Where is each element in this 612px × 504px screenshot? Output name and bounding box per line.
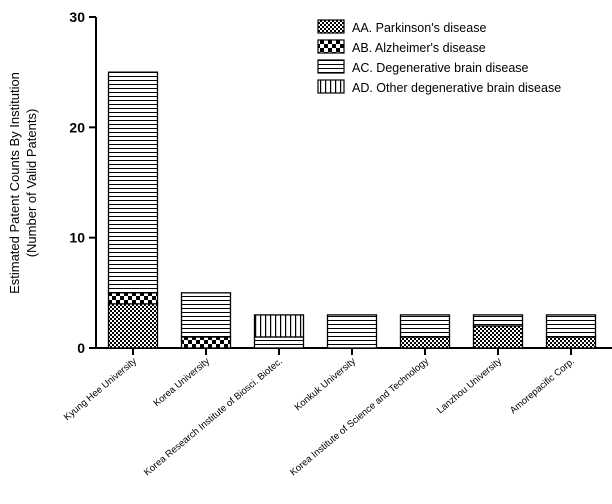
x-tick-label: Korea Research Institute of Biosci. Biot… (142, 356, 285, 478)
x-ticks: Kyung Hee University Korea UniversityKore… (62, 348, 577, 478)
legend: AA. Parkinson's disease AB. Alzheimer's d… (317, 19, 561, 95)
y-tick-label: 20 (69, 119, 85, 135)
bar-segment (180, 292, 232, 338)
legend-swatch (317, 19, 345, 34)
legend-item: AB. Alzheimer's disease (317, 39, 486, 55)
legend-label: AD. Other degenerative brain disease (352, 81, 561, 95)
bar-segment (545, 336, 597, 349)
bar-stack (326, 314, 378, 349)
bar-segment (253, 314, 305, 338)
legend-swatch (317, 59, 345, 74)
bar-segment (107, 71, 159, 294)
x-tick-label: Kyung Hee University (62, 356, 139, 423)
x-tick-label: Korea Institute of Science and Technolog… (288, 356, 431, 479)
bar-segment (253, 336, 305, 349)
bar-stack (472, 314, 524, 349)
bar-segment (399, 336, 451, 349)
bar-segment (107, 303, 159, 349)
bar-stack (399, 314, 451, 349)
y-axis-title: Estimated Patent Counts By Institution (… (7, 72, 39, 294)
bar-stack (180, 292, 232, 349)
bar-segment (326, 314, 378, 349)
bar-segment (545, 314, 597, 338)
legend-item: AD. Other degenerative brain disease (317, 79, 561, 95)
bar-stack (253, 314, 305, 349)
y-ticks: 0 10 20 30 (69, 9, 96, 356)
bars (107, 71, 597, 349)
bar-segment (472, 325, 524, 349)
y-tick-label: 10 (69, 230, 85, 246)
legend-swatch (317, 39, 345, 54)
x-tick-label: Korea University (151, 356, 212, 409)
bar-segment (107, 292, 159, 305)
legend-label: AA. Parkinson's disease (352, 21, 486, 35)
legend-item: AA. Parkinson's disease (317, 19, 486, 35)
bar-stack (545, 314, 597, 349)
bar-segment (399, 314, 451, 338)
x-tick-label: Amorepacific Corp. (508, 356, 577, 416)
legend-swatch (317, 79, 345, 94)
x-tick-label: Konkuk University (293, 356, 359, 413)
legend-item: AC. Degenerative brain disease (317, 59, 529, 75)
x-tick-label: Lanzhou University (435, 356, 504, 417)
bar-segment (472, 314, 524, 327)
bar-segment (180, 336, 232, 349)
bar-stack (107, 71, 159, 349)
y-axis-label-line-1: Estimated Patent Counts By Institution (7, 72, 22, 294)
y-tick-label: 30 (69, 9, 85, 25)
legend-label: AB. Alzheimer's disease (352, 41, 486, 55)
legend-label: AC. Degenerative brain disease (352, 61, 529, 75)
y-tick-label: 0 (77, 340, 85, 356)
y-axis-label-line-2: (Number of Valid Patents) (24, 109, 39, 258)
